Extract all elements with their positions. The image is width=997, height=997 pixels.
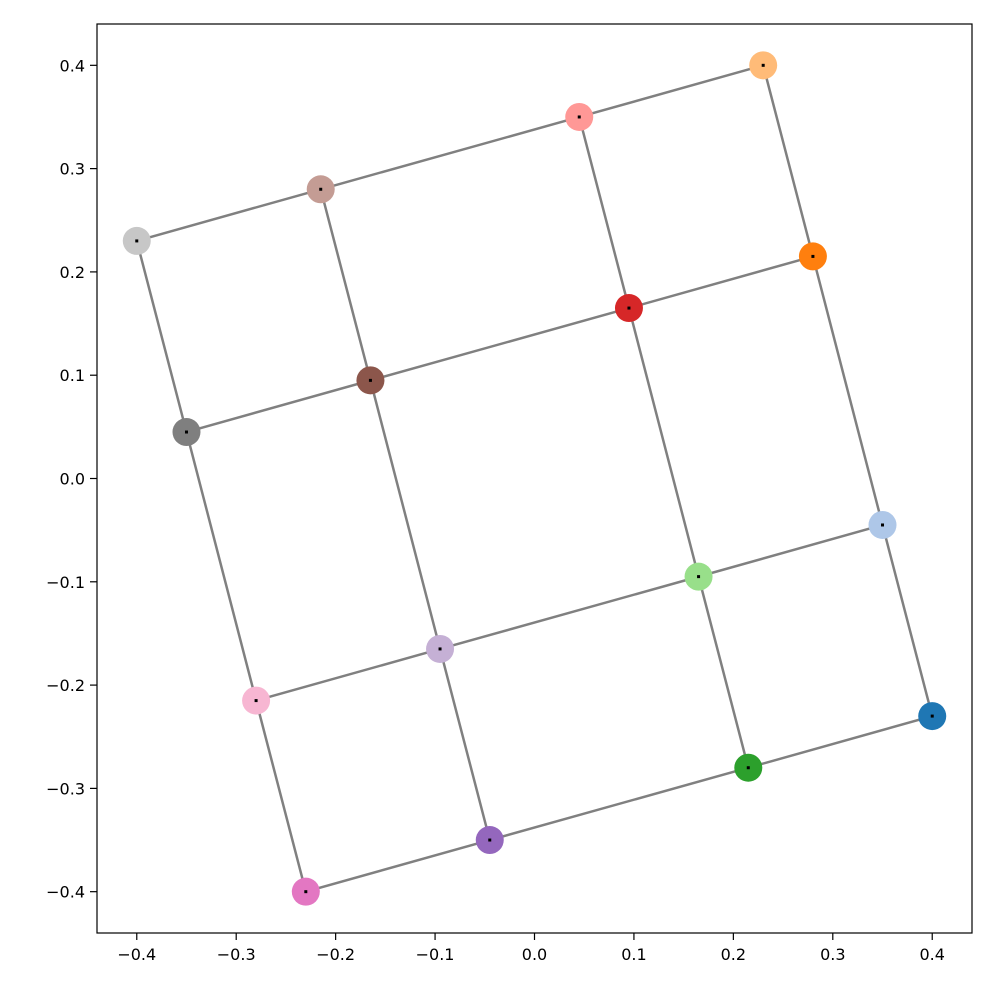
x-tick-label: −0.1 xyxy=(416,945,455,964)
x-axis: −0.4 −0.3 −0.2 −0.1 0.0 0.1 0.2 0.3 0.4 xyxy=(117,933,945,964)
y-tick-label: 0.1 xyxy=(60,366,85,385)
mesh-row-line xyxy=(186,255,814,434)
x-tick-label: −0.2 xyxy=(316,945,355,964)
y-tick-label: −0.2 xyxy=(46,676,85,695)
scatter-points xyxy=(122,51,947,906)
y-tick-label: 0.3 xyxy=(60,160,85,179)
mesh-col-line xyxy=(319,188,491,841)
y-tick-label: −0.1 xyxy=(46,573,85,592)
mesh-node-marker xyxy=(577,115,581,119)
x-tick-label: 0.4 xyxy=(920,945,945,964)
mesh-node-marker xyxy=(319,187,323,191)
y-tick-label: 0.0 xyxy=(60,470,85,489)
mesh-node-marker xyxy=(135,239,139,243)
x-tick-label: −0.4 xyxy=(117,945,156,964)
mesh-node-marker xyxy=(746,766,750,770)
plot-frame xyxy=(96,23,973,934)
mesh-col-line xyxy=(578,116,750,769)
mesh-node-marker xyxy=(254,699,258,703)
mesh-col-line xyxy=(135,240,308,892)
x-tick-label: −0.3 xyxy=(217,945,256,964)
y-tick-label: 0.2 xyxy=(60,263,85,282)
x-tick-label: 0.2 xyxy=(721,945,746,964)
x-tick-label: 0.1 xyxy=(621,945,646,964)
mesh-node-marker xyxy=(438,647,442,651)
mesh-node-marker xyxy=(368,378,372,382)
mesh-node-marker xyxy=(811,254,815,258)
mesh-col-line xyxy=(761,65,934,717)
y-tick-label: 0.4 xyxy=(60,56,85,75)
y-tick-label: −0.3 xyxy=(46,779,85,798)
mesh-node-marker xyxy=(488,838,492,842)
mesh-node-marker xyxy=(304,890,308,894)
mesh-lines xyxy=(135,64,934,893)
y-tick-label: −0.4 xyxy=(46,883,85,902)
y-axis: −0.4 −0.3 −0.2 −0.1 0.0 0.1 0.2 0.3 0.4 xyxy=(46,56,97,902)
x-tick-label: 0.3 xyxy=(820,945,845,964)
mesh-node-marker xyxy=(697,575,701,579)
mesh-node-marker xyxy=(184,430,188,434)
mesh-node-marker xyxy=(930,714,934,718)
mesh-row-line xyxy=(255,523,883,702)
mesh-row-line xyxy=(305,714,933,893)
mesh-node-marker xyxy=(761,63,765,67)
mesh-node-marker xyxy=(881,523,885,527)
mesh-nodes xyxy=(135,63,934,894)
mesh-row-line xyxy=(136,64,764,243)
x-tick-label: 0.0 xyxy=(522,945,547,964)
mesh-node-marker xyxy=(627,306,631,310)
